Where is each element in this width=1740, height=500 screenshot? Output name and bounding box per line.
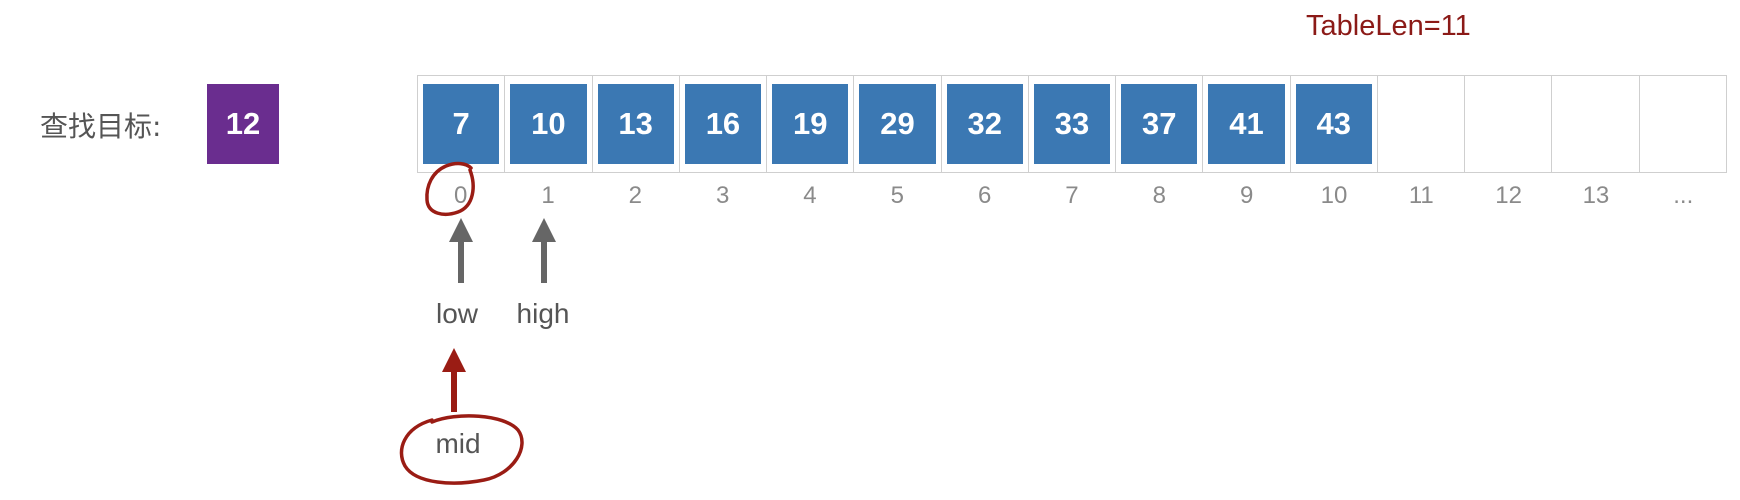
high-pointer-arrow-icon — [532, 218, 556, 283]
index-zero-circle-annotation — [427, 164, 473, 215]
low-pointer-label: low — [436, 298, 478, 330]
low-pointer-arrow-icon — [449, 218, 473, 283]
mid-pointer-arrow-icon — [442, 348, 466, 412]
high-pointer-label: high — [517, 298, 570, 330]
mid-pointer-label: mid — [435, 428, 480, 460]
